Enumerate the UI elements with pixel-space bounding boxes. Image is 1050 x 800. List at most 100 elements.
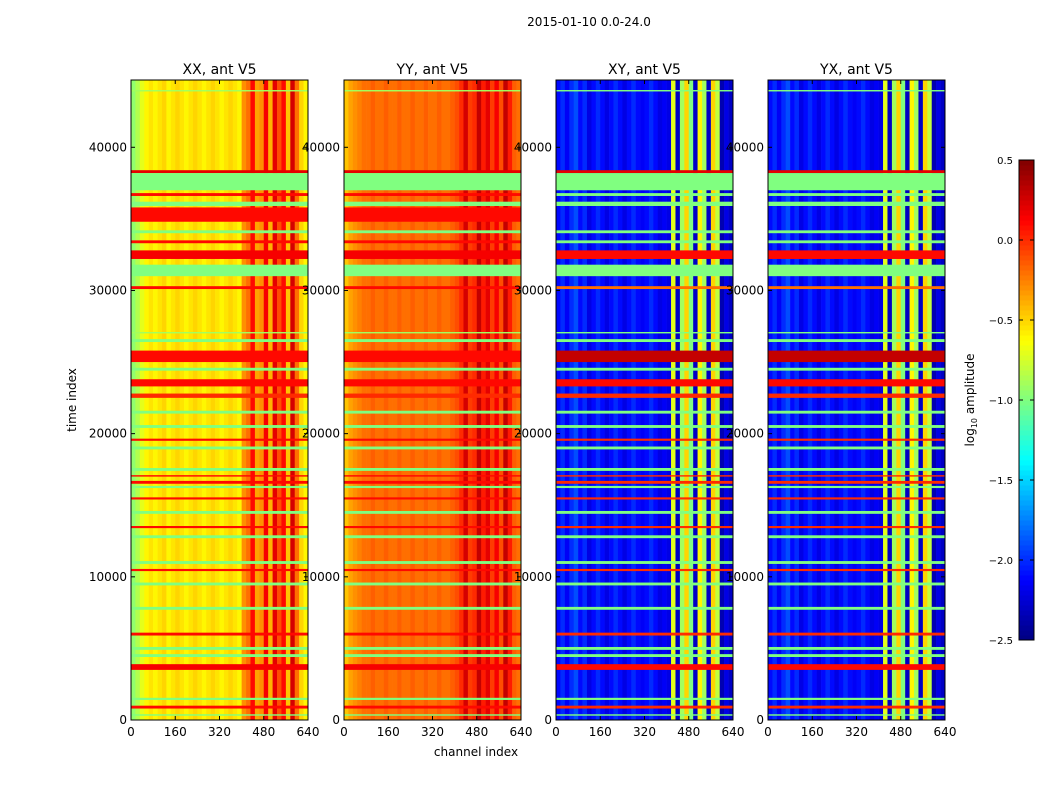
heatmap-time-band	[131, 485, 308, 489]
heatmap-time-band	[556, 480, 733, 484]
y-tick-label: 20000	[514, 427, 552, 441]
heatmap-column	[259, 80, 265, 720]
panel-yx: YX, ant V5 0 160 320 480 640 0 10000 20000 30000 4…	[726, 62, 957, 739]
heatmap-column	[441, 80, 447, 720]
x-axis-label: channel index	[434, 745, 518, 759]
heatmap-column	[188, 80, 194, 720]
colorbar-segment	[1019, 495, 1034, 501]
heatmap-column	[781, 80, 786, 720]
heatmap-time-band	[131, 173, 308, 191]
y-tick-label: 30000	[302, 283, 340, 297]
heatmap-time-band	[556, 654, 733, 658]
heatmap-column	[838, 80, 844, 720]
colorbar-segment	[1019, 530, 1034, 536]
heatmap-column	[423, 80, 429, 720]
colorbar-segment	[1019, 480, 1034, 486]
x-tick-label: 160	[377, 725, 400, 739]
heatmap-column	[445, 80, 451, 720]
heatmap-column	[263, 80, 269, 720]
y-tick-label: 0	[332, 713, 340, 727]
heatmap-column	[139, 80, 145, 720]
heatmap-time-band	[768, 438, 945, 441]
colorbar-segment	[1019, 470, 1034, 476]
y-tick-label: 30000	[514, 283, 552, 297]
heatmap-column	[905, 80, 910, 720]
heatmap-time-band	[344, 480, 521, 484]
colorbar-segment	[1019, 265, 1034, 271]
heatmap-column	[724, 80, 729, 720]
colorbar-segment	[1019, 475, 1034, 481]
heatmap-time-band	[344, 646, 521, 650]
heatmap-column	[679, 80, 685, 720]
heatmap-column	[936, 80, 941, 720]
colorbar-tick-label: −1.0	[989, 396, 1013, 407]
heatmap-column	[891, 80, 897, 720]
colorbar-segment	[1019, 635, 1034, 641]
heatmap-column	[432, 80, 438, 720]
colorbar-segment	[1019, 390, 1034, 396]
heatmap-time-band	[131, 582, 308, 586]
colorbar-segment	[1019, 375, 1034, 381]
colorbar-tick-label: −2.5	[989, 636, 1013, 647]
colorbar-segment	[1019, 250, 1034, 256]
heatmap-time-band	[344, 561, 521, 564]
heatmap-column	[436, 80, 442, 720]
heatmap-column	[175, 80, 180, 720]
heatmap-column	[166, 80, 172, 720]
heatmap-column	[388, 80, 393, 720]
heatmap-column	[503, 80, 509, 720]
colorbar-segment	[1019, 455, 1034, 461]
colorbar-segment	[1019, 415, 1034, 421]
colorbar-segment	[1019, 165, 1034, 171]
heatmap-time-band	[131, 497, 308, 500]
colorbar-segment	[1019, 260, 1034, 266]
panel-xy: XY, ant V5 0 160 320 480 640 0 10000 20000 30000 4…	[514, 62, 745, 739]
heatmap-time-band	[131, 480, 308, 484]
heatmap-column	[232, 80, 238, 720]
heatmap-time-band	[131, 240, 308, 244]
heatmap-column	[494, 80, 500, 720]
colorbar-segment	[1019, 380, 1034, 386]
heatmap-column	[595, 80, 601, 720]
heatmap-time-band	[768, 497, 945, 500]
heatmap-time-band	[768, 525, 945, 529]
heatmap-time-band	[556, 485, 733, 489]
heatmap-column	[476, 80, 482, 720]
colorbar-segment	[1019, 620, 1034, 626]
heatmap-time-band	[344, 170, 521, 174]
colorbar-segment	[1019, 300, 1034, 306]
y-tick-label: 40000	[726, 140, 764, 154]
heatmap-column	[591, 80, 597, 720]
heatmap-time-band	[344, 410, 521, 414]
heatmap-time-band	[556, 646, 733, 650]
heatmap-column	[710, 80, 716, 720]
heatmap-time-band	[131, 410, 308, 414]
heatmap-time-band	[131, 350, 308, 363]
heatmap-time-band	[768, 654, 945, 658]
heatmap-time-band	[556, 475, 733, 477]
colorbar-tick-label: −1.5	[989, 476, 1013, 487]
colorbar-segment	[1019, 315, 1034, 321]
heatmap-time-band	[344, 705, 521, 709]
colorbar-segment	[1019, 255, 1034, 261]
heatmap-time-band	[131, 264, 308, 277]
heatmap-time-band	[131, 646, 308, 650]
heatmap-column	[896, 80, 902, 720]
colorbar-segment	[1019, 625, 1034, 631]
heatmap-column	[410, 80, 416, 720]
colorbar-segment	[1019, 350, 1034, 356]
heatmap-time-band	[556, 535, 733, 539]
heatmap-time-band	[344, 568, 521, 572]
heatmap-column	[869, 80, 875, 720]
heatmap-time-band	[131, 568, 308, 572]
heatmap-column	[609, 80, 614, 720]
colorbar-segment	[1019, 395, 1034, 401]
heatmap-column	[383, 80, 389, 720]
heatmap-column	[272, 80, 278, 720]
heatmap-time-band	[556, 497, 733, 500]
heatmap-column	[281, 80, 287, 720]
x-tick-label: 0	[552, 725, 560, 739]
heatmap-time-band	[768, 468, 945, 471]
heatmap-time-band	[556, 410, 733, 414]
